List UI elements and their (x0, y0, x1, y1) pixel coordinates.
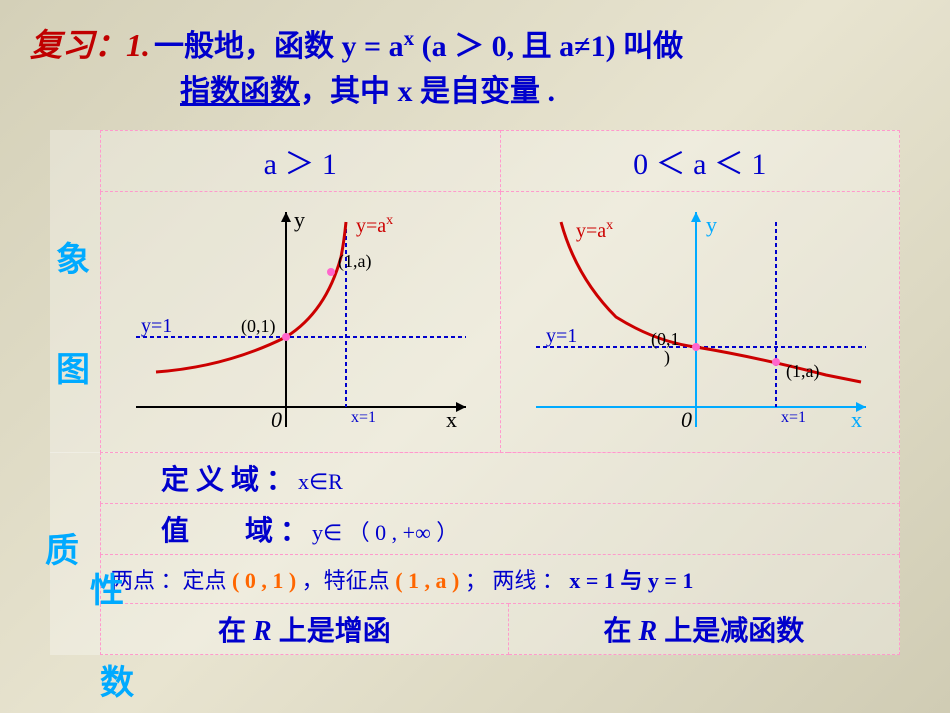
chart2-cell: y x 0 y=ax (1,a) y=1 (0,1 ) x=1 (500, 192, 900, 453)
col1-header: a ＞ 1 (101, 131, 501, 192)
range-value: y∈ （ 0 , +∞ ） (312, 520, 458, 545)
header-section: 复习：1. 一般地，函数 y = ax (a ＞ 0, 且 a≠1) 叫做 指数… (0, 0, 950, 120)
svg-text:x=1: x=1 (781, 409, 806, 426)
svg-text:y=ax: y=ax (356, 213, 393, 237)
svg-text:y=1: y=1 (141, 315, 172, 337)
svg-text:): ) (664, 347, 670, 368)
y-axis-label: y (294, 207, 305, 232)
col2-header: 0 ＜ a ＜ 1 (500, 131, 900, 192)
monotone-2: 在 R 上是减函数 (508, 604, 899, 655)
svg-text:0: 0 (681, 407, 692, 432)
chart1-cell: 象 图 y x 0 y=ax (101, 192, 501, 453)
x-axis-label: x (446, 407, 457, 432)
points-text: 两点 ：定点 ( 0 , 1 ) ，特征点 ( 1 , a ) ； 两线 ： x… (111, 568, 693, 593)
range-label: 值 域 ： (161, 516, 308, 547)
svg-text:(0,1): (0,1) (241, 316, 276, 337)
y-axis-label: y (706, 212, 717, 237)
chart2-svg: y x 0 y=ax (1,a) y=1 (0,1 ) x=1 (506, 197, 886, 447)
review-label: 复习：1. (30, 27, 150, 63)
x-axis-label: x (851, 407, 862, 432)
domain-label: 定 义 域 ： (161, 465, 294, 496)
svg-text:x=1: x=1 (351, 409, 376, 426)
svg-text:(1,a): (1,a) (338, 251, 371, 272)
svg-text:y=1: y=1 (546, 325, 577, 347)
svg-text:y=ax: y=ax (576, 218, 613, 242)
definition-text-1: 一般地，函数 y = ax (a ＞ 0, 且 a≠1) 叫做 (154, 30, 683, 63)
definition-text-2: 指数函数，其中 x 是自变量 . (180, 66, 920, 110)
svg-text:(1,a): (1,a) (786, 361, 819, 382)
monotone-1: 在 R 上是增函 (101, 604, 509, 655)
svg-text:0: 0 (271, 407, 282, 432)
below-label: 数 (100, 655, 950, 704)
chart1-svg: y x 0 y=ax (1,a) y=1 (0,1) x=1 (106, 197, 486, 447)
main-table: a ＞ 1 0 ＜ a ＜ 1 象 图 y (50, 130, 900, 655)
domain-value: x∈R (298, 469, 343, 494)
